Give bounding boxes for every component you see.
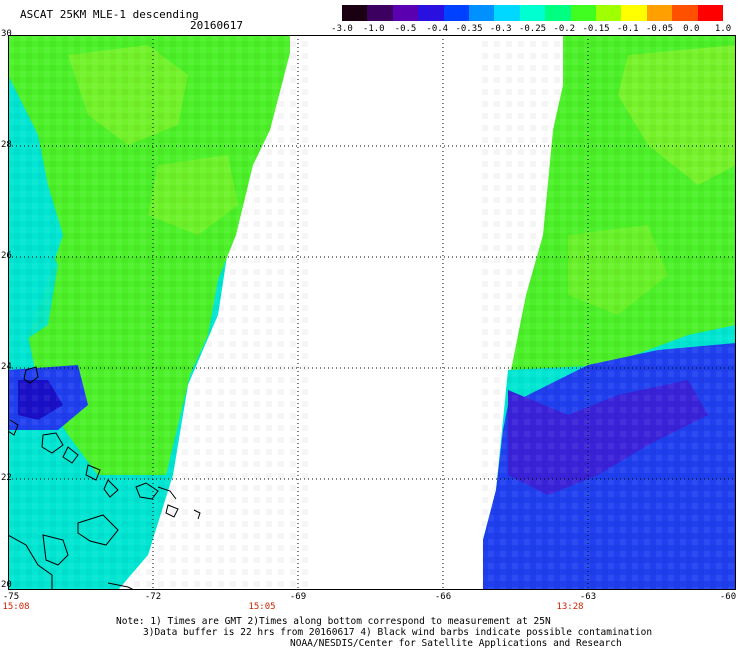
colorbar-swatch — [596, 5, 622, 21]
lat-label-20: 20 — [1, 580, 12, 590]
colorbar-tick-label: -0.3 — [489, 24, 512, 34]
note-line-1: Note: 1) Times are GMT 2)Times along bot… — [116, 616, 551, 627]
colorbar-tick-label: -0.1 — [616, 24, 639, 34]
note-line-2: 3)Data buffer is 22 hrs from 20160617 4)… — [143, 627, 653, 638]
colorbar-swatch — [392, 5, 419, 21]
coastlines — [8, 366, 201, 590]
left-swath-texture — [8, 35, 308, 590]
colorbar-tick-label: -0.35 — [455, 24, 483, 34]
map-frame — [8, 35, 736, 590]
lat-label-22: 22 — [1, 473, 12, 483]
lon-label-66: -66 — [434, 592, 452, 602]
right-swath-texture — [478, 35, 736, 590]
note-line-3: NOAA/NESDIS/Center for Satellite Applica… — [290, 638, 622, 649]
lon-label-63: -63 — [579, 592, 597, 602]
lat-label-24: 24 — [1, 362, 12, 372]
colorbar — [342, 5, 724, 21]
lon-label-69: -69 — [289, 592, 307, 602]
time-label-2: 15:05 — [248, 602, 276, 612]
colorbar-swatch — [570, 5, 597, 21]
colorbar-swatch — [646, 5, 673, 21]
colorbar-tick-label: -0.15 — [582, 24, 610, 34]
left-swath — [8, 35, 308, 590]
map-plot — [8, 35, 736, 590]
colorbar-tick-label: -0.4 — [426, 24, 449, 34]
colorbar-swatch — [672, 5, 698, 21]
lat-label-26: 26 — [1, 251, 12, 261]
colorbar-labels: -3.0 -1.0 -0.5 -0.4 -0.35 -0.3 -0.25 -0.2 -0.15-… — [330, 24, 740, 36]
colorbar-swatch — [443, 5, 470, 21]
time-label-1: 15:08 — [2, 602, 30, 612]
lon-label-60: -60 — [719, 592, 737, 602]
colorbar-swatch — [367, 5, 393, 21]
colorbar-swatch — [621, 5, 647, 21]
colorbar-tick-label: -0.25 — [518, 24, 547, 34]
lon-label-75: -75 — [2, 592, 20, 602]
colorbar-tick-label: 0.0 — [683, 24, 700, 34]
colorbar-swatch — [494, 5, 520, 21]
grid-lines — [8, 35, 736, 590]
colorbar-tick-label: -3.0 — [331, 24, 353, 34]
colorbar-swatch — [342, 5, 368, 21]
colorbar-swatch — [418, 5, 444, 21]
colorbar-swatch — [545, 5, 571, 21]
lon-label-72: -72 — [144, 592, 162, 602]
colorbar-swatch — [697, 5, 724, 21]
colorbar-tick-label: -0.2 — [553, 24, 576, 34]
colorbar-tick-label: -0.5 — [394, 24, 417, 34]
lat-label-30: 30 — [1, 29, 12, 39]
colorbar-swatch — [469, 5, 495, 21]
colorbar-tick-label: -0.05 — [645, 24, 674, 34]
map-title: ASCAT 25KM MLE-1 descending — [20, 8, 199, 21]
colorbar-swatch — [519, 5, 546, 21]
colorbar-tick-label: -1.0 — [362, 24, 385, 34]
lat-label-28: 28 — [1, 140, 12, 150]
map-date: 20160617 — [190, 19, 243, 32]
colorbar-tick-label: 1.0 — [714, 24, 732, 34]
time-label-3: 13:28 — [556, 602, 584, 612]
right-swath — [478, 35, 736, 590]
